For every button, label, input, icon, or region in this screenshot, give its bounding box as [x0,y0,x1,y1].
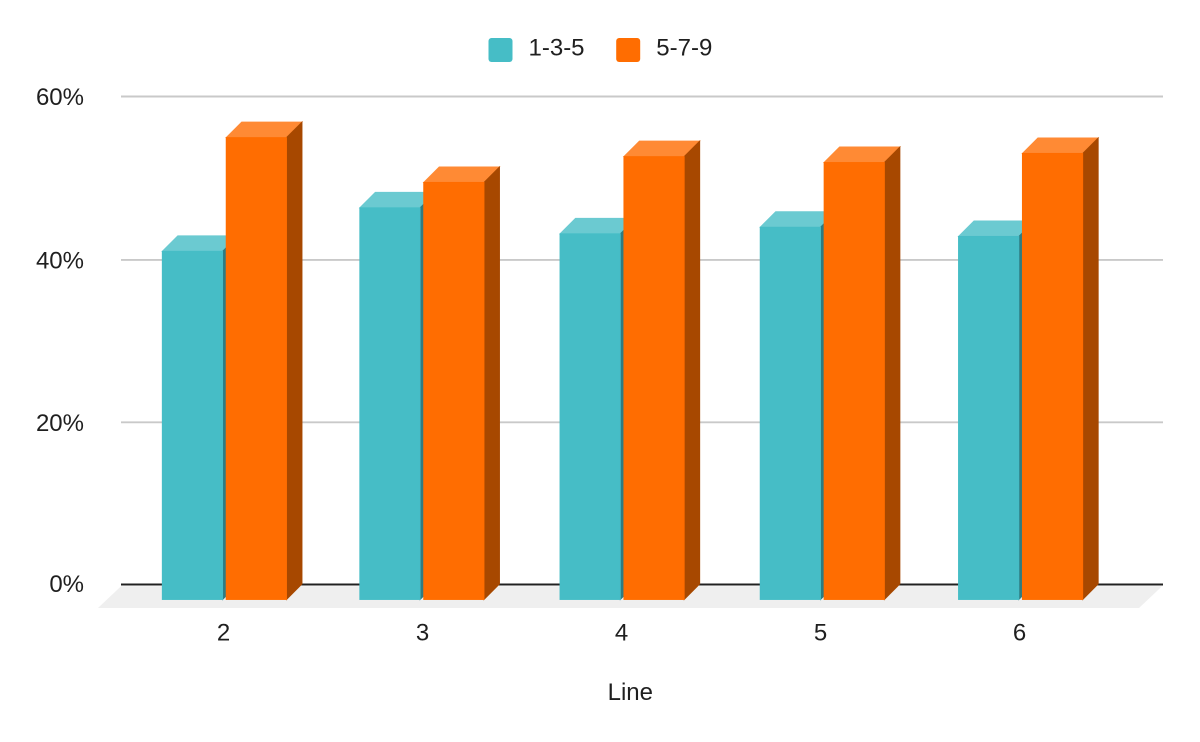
svg-text:3: 3 [416,619,429,646]
svg-text:4: 4 [615,619,628,646]
svg-text:Line: Line [608,679,653,706]
svg-text:5: 5 [814,619,827,646]
svg-text:1-3-5: 1-3-5 [529,35,585,62]
svg-text:60%: 60% [36,84,84,111]
svg-text:2: 2 [217,619,230,646]
svg-text:0%: 0% [49,571,84,598]
svg-text:20%: 20% [36,410,84,437]
svg-text:6: 6 [1013,619,1026,646]
svg-text:5-7-9: 5-7-9 [656,35,712,62]
svg-text:40%: 40% [36,248,84,275]
